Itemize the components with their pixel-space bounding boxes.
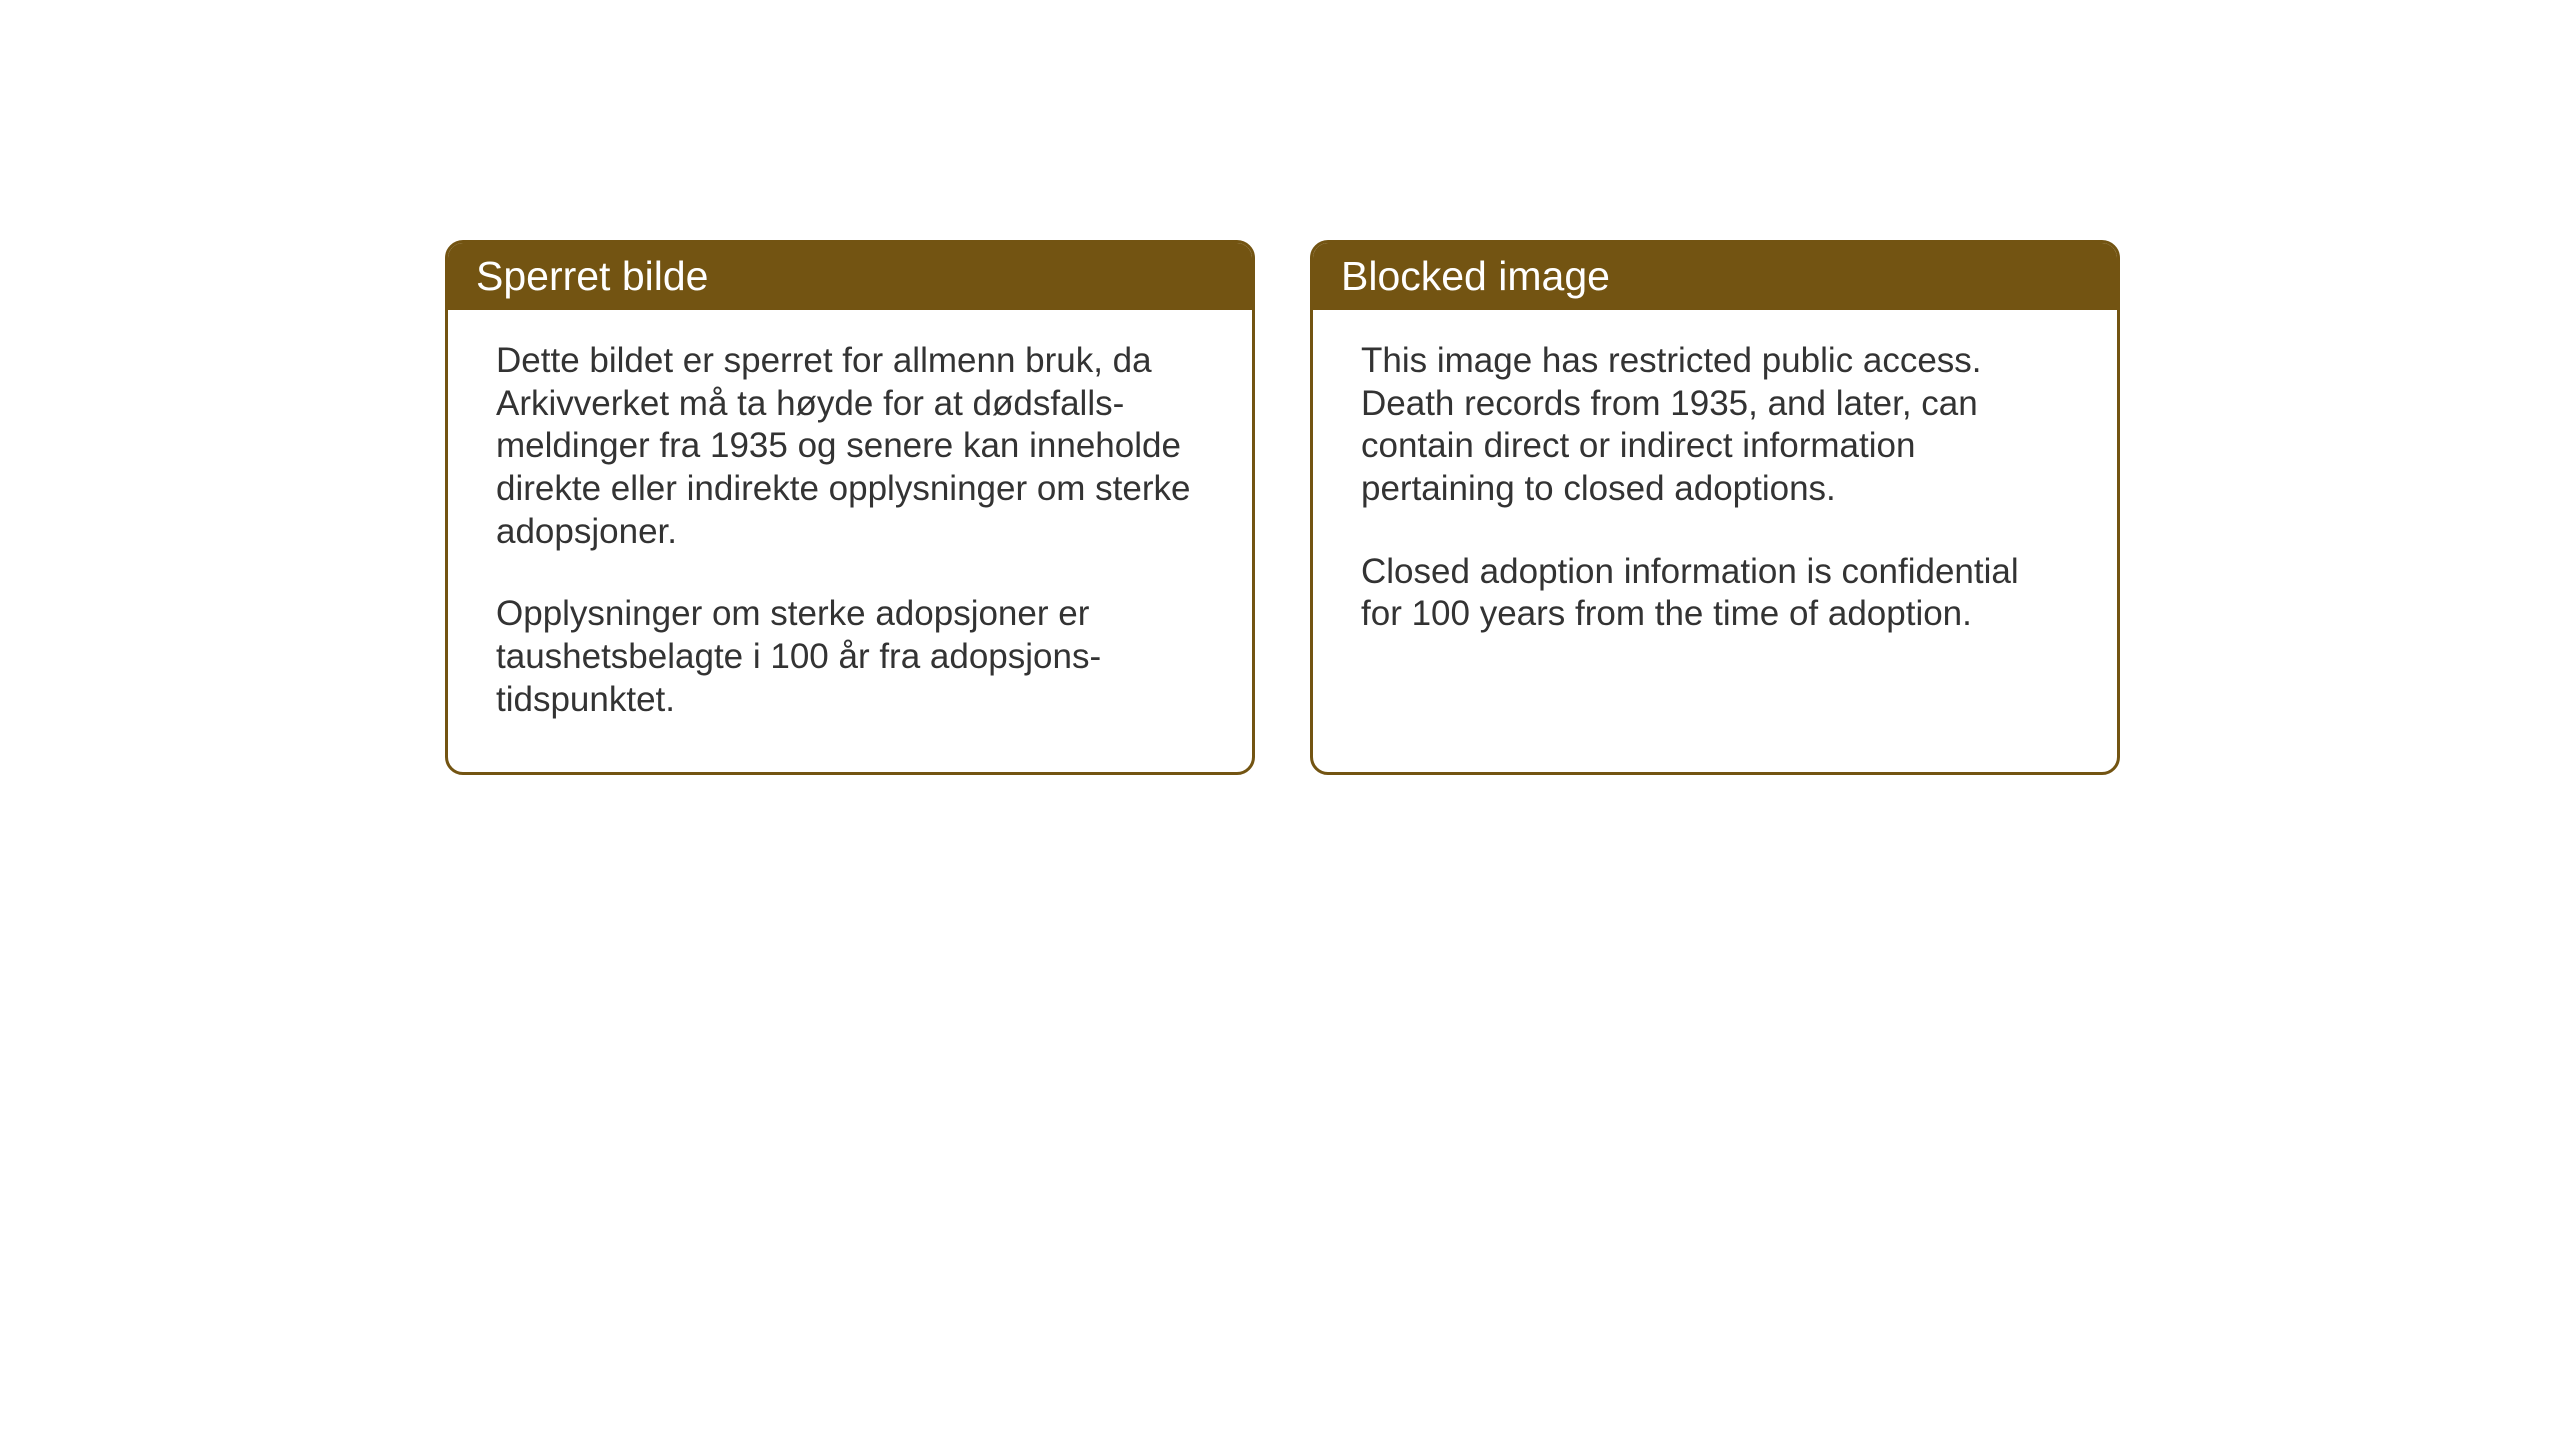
card-paragraph-1-english: This image has restricted public access.… [1361, 340, 2069, 511]
card-header-norwegian: Sperret bilde [448, 243, 1252, 310]
cards-container: Sperret bilde Dette bildet er sperret fo… [445, 240, 2120, 775]
card-header-english: Blocked image [1313, 243, 2117, 310]
card-norwegian: Sperret bilde Dette bildet er sperret fo… [445, 240, 1255, 775]
card-paragraph-1-norwegian: Dette bildet er sperret for allmenn bruk… [496, 340, 1204, 553]
card-paragraph-2-norwegian: Opplysninger om sterke adopsjoner er tau… [496, 593, 1204, 721]
card-english: Blocked image This image has restricted … [1310, 240, 2120, 775]
card-title-english: Blocked image [1341, 253, 1610, 299]
card-title-norwegian: Sperret bilde [476, 253, 708, 299]
card-body-norwegian: Dette bildet er sperret for allmenn bruk… [448, 310, 1252, 772]
card-body-english: This image has restricted public access.… [1313, 310, 2117, 686]
card-paragraph-2-english: Closed adoption information is confident… [1361, 551, 2069, 636]
